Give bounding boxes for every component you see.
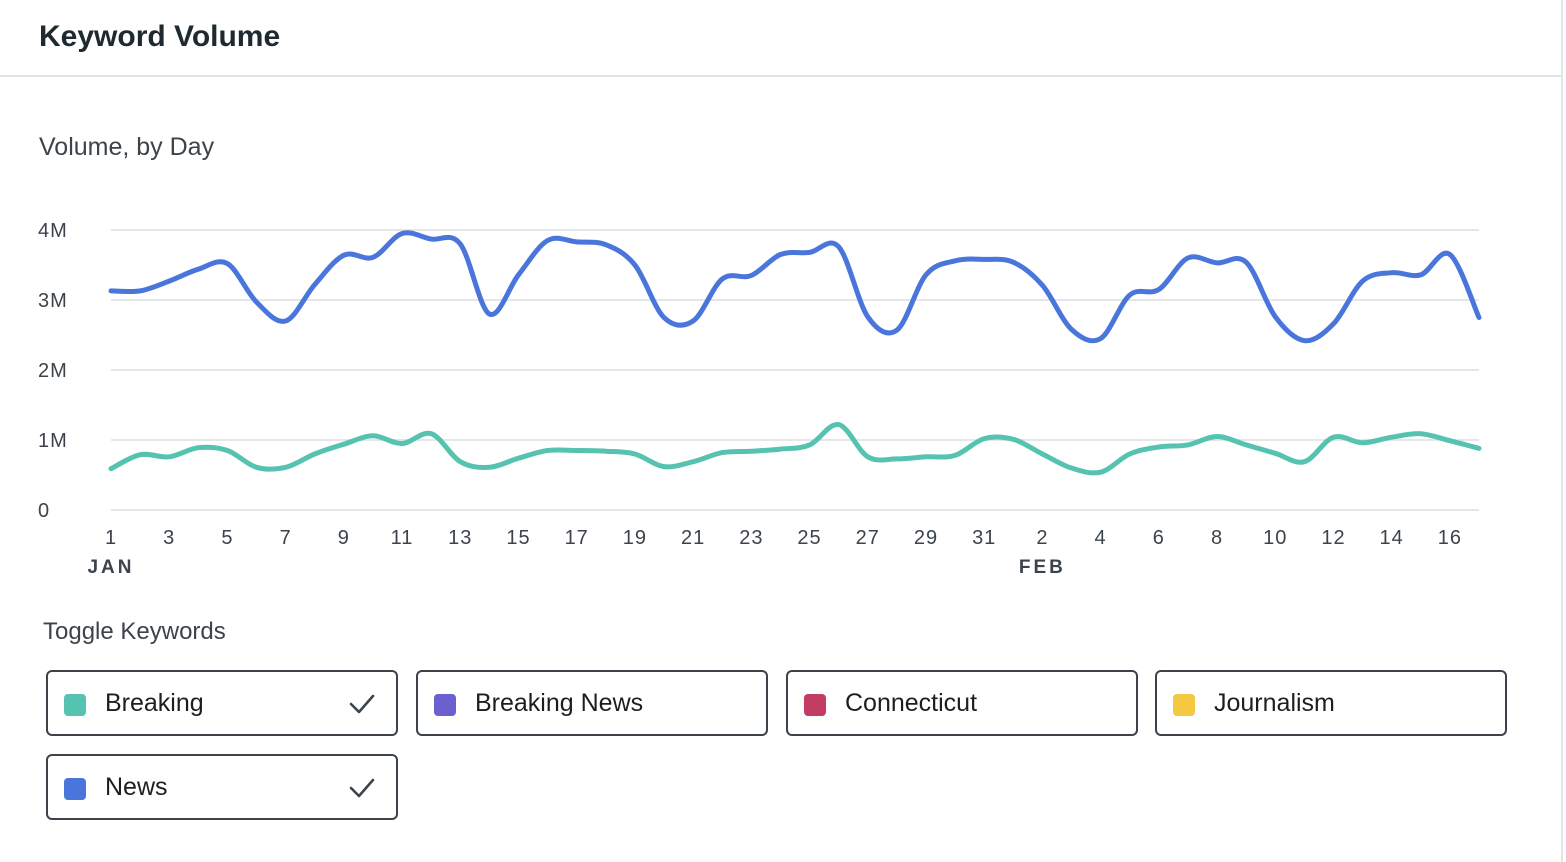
x-tick-label: 21 xyxy=(681,527,705,549)
keyword-label: Breaking News xyxy=(475,689,644,717)
keyword-label: News xyxy=(105,773,168,801)
x-tick-label: 17 xyxy=(565,527,589,549)
x-tick-label: 8 xyxy=(1211,527,1223,549)
x-tick-label: 5 xyxy=(221,527,233,549)
x-tick-label: 27 xyxy=(856,527,880,549)
keyword-toggle-news[interactable]: News xyxy=(46,754,398,820)
x-tick-label: 25 xyxy=(797,527,821,549)
x-tick-label: 7 xyxy=(280,527,292,549)
series-line-news xyxy=(108,230,1482,344)
x-tick-label: 16 xyxy=(1438,527,1462,549)
x-tick-label: 11 xyxy=(391,527,414,549)
x-tick-label: 4 xyxy=(1095,527,1107,549)
color-swatch xyxy=(1173,694,1195,716)
series-line-breaking xyxy=(108,422,1482,476)
x-tick-label: 3 xyxy=(163,527,175,549)
panel-header: Keyword Volume xyxy=(0,0,1563,77)
x-tick-label: 2 xyxy=(1036,527,1048,549)
keyword-toggle-connecticut[interactable]: Connecticut xyxy=(786,670,1138,736)
x-tick-label: 12 xyxy=(1321,527,1345,549)
y-tick-label: 2M xyxy=(38,360,68,382)
x-tick-label: 19 xyxy=(623,527,647,549)
y-tick-label: 1M xyxy=(38,430,68,452)
x-tick-label: 1 xyxy=(105,527,117,549)
x-tick-label: 31 xyxy=(972,527,996,549)
color-swatch xyxy=(64,778,86,800)
x-tick-label: 23 xyxy=(739,527,763,549)
panel-title: Keyword Volume xyxy=(39,20,281,53)
keyword-label: Journalism xyxy=(1214,689,1335,717)
x-tick-label: 10 xyxy=(1263,527,1287,549)
x-tick-label: 13 xyxy=(448,527,472,549)
color-swatch xyxy=(804,694,826,716)
x-tick-label: 14 xyxy=(1380,527,1404,549)
keyword-toggle-breaking-news[interactable]: Breaking News xyxy=(416,670,768,736)
x-month-label: JAN xyxy=(87,557,134,578)
keyword-toggle-journalism[interactable]: Journalism xyxy=(1155,670,1507,736)
x-month-label: FEB xyxy=(1019,557,1066,578)
y-tick-label: 3M xyxy=(38,290,68,312)
keyword-label: Breaking xyxy=(105,689,204,717)
y-tick-label: 4M xyxy=(38,220,68,242)
keyword-label: Connecticut xyxy=(845,689,978,717)
color-swatch xyxy=(64,694,86,716)
x-tick-label: 9 xyxy=(338,527,350,549)
x-tick-label: 29 xyxy=(914,527,938,549)
color-swatch xyxy=(434,694,456,716)
checkmark-icon xyxy=(349,778,375,798)
chart-title: Volume, by Day xyxy=(39,133,215,161)
y-tick-label: 0 xyxy=(38,500,50,522)
x-tick-label: 15 xyxy=(506,527,530,549)
checkmark-icon xyxy=(349,694,375,714)
toggle-keywords-title: Toggle Keywords xyxy=(43,618,226,645)
keyword-toggle-breaking[interactable]: Breaking xyxy=(46,670,398,736)
x-tick-label: 6 xyxy=(1153,527,1165,549)
